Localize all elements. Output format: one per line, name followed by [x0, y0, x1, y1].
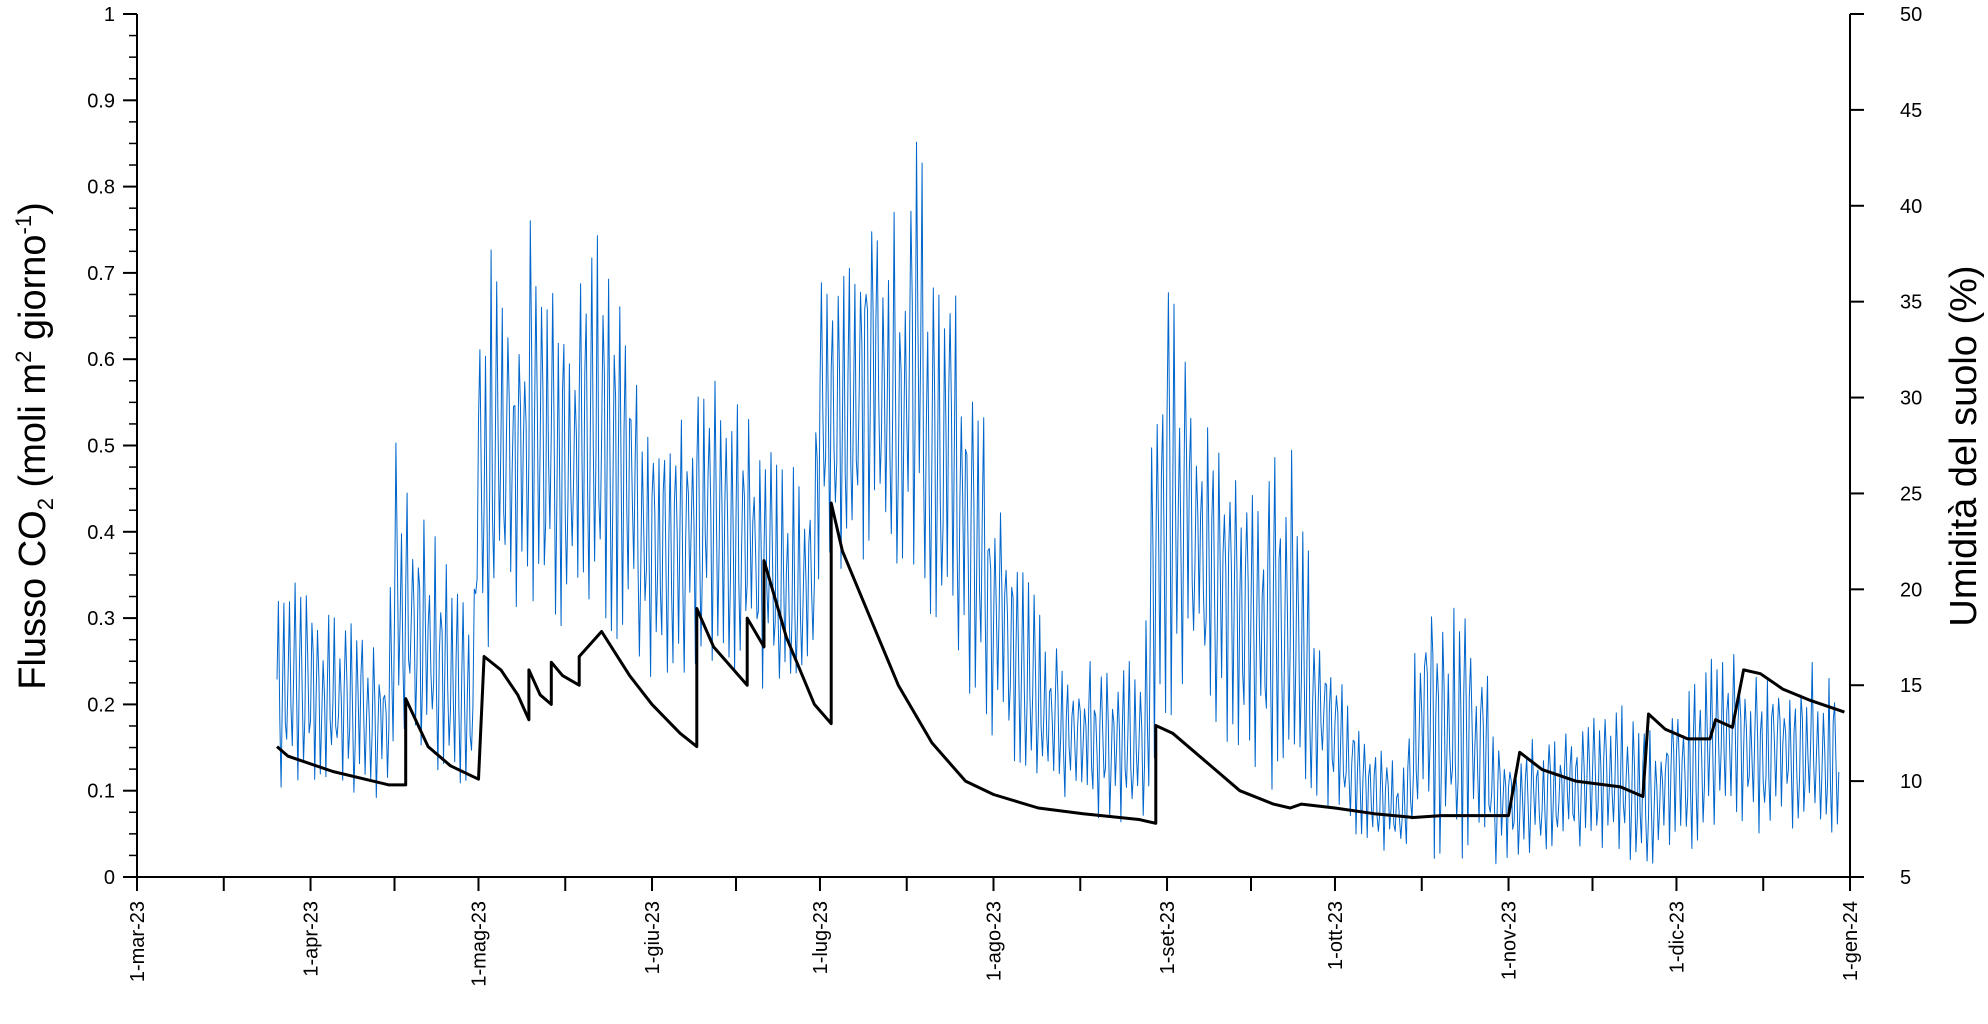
y-right-tick-label: 30	[1900, 388, 1922, 410]
y-left-tick-label: 0.5	[87, 436, 115, 458]
y-left-title-sup2: -1	[11, 215, 36, 235]
y-right-tick-label: 5	[1900, 867, 1911, 889]
y-left-tick-label: 0.6	[87, 349, 115, 371]
x-tick-label: 1-ago-23	[984, 901, 1006, 981]
y-right-tick-label: 50	[1900, 4, 1922, 26]
y-left-tick-label: 0.8	[87, 177, 115, 199]
x-tick-label: 1-nov-23	[1499, 901, 1521, 980]
y-left-tick-label: 0	[104, 867, 115, 889]
y-right-tick-label: 35	[1900, 292, 1922, 314]
y-left-tick-label: 0.4	[87, 522, 115, 544]
y-right-tick-label: 10	[1900, 771, 1922, 793]
y-left-title-main: Flusso CO	[12, 510, 54, 689]
y-right-tick-label: 15	[1900, 675, 1922, 697]
y-left-tick-label: 1	[104, 4, 115, 26]
y-left-tick-label: 0.1	[87, 781, 115, 803]
x-tick-label: 1-lug-23	[810, 901, 832, 974]
y-right-tick-label: 45	[1900, 100, 1922, 122]
x-tick-label: 1-mar-23	[127, 901, 149, 982]
y-left-tick-label: 0.3	[87, 608, 115, 630]
co2-flux-series-line	[276, 141, 1840, 865]
y-left-title-sub: 2	[33, 498, 58, 510]
y-left-title-sup1: 2	[11, 351, 36, 363]
y-left-title-mid: (moli m	[12, 363, 54, 498]
y-left-tick-label: 0.7	[87, 263, 115, 285]
y-right-tick-label: 20	[1900, 579, 1922, 601]
y-left-tick-label: 0.9	[87, 90, 115, 112]
x-tick-label: 1-giu-23	[642, 901, 664, 974]
y-right-tick-label: 25	[1900, 483, 1922, 505]
ticks-layer: 00.10.20.30.40.50.60.70.80.9151015202530…	[87, 4, 1922, 987]
y-axis-left-title: Flusso CO2 (moli m2 giorno-1)	[11, 202, 58, 690]
y-right-tick-label: 40	[1900, 196, 1922, 218]
x-tick-label: 1-mag-23	[468, 901, 490, 987]
y-left-title-mid2: giorno	[12, 234, 54, 350]
x-tick-label: 1-set-23	[1157, 901, 1179, 974]
y-axis-right-title: Umidità del suolo (%)	[1943, 265, 1985, 626]
soil-moisture-series-line	[276, 501, 1845, 825]
x-tick-label: 1-apr-23	[301, 901, 323, 977]
x-tick-label: 1-ott-23	[1325, 901, 1347, 970]
x-tick-label: 1-dic-23	[1666, 901, 1688, 973]
series-layer	[276, 141, 1845, 865]
y-left-tick-label: 0.2	[87, 694, 115, 716]
x-tick-label: 1-gen-24	[1840, 901, 1862, 981]
y-left-title-end: )	[12, 202, 54, 215]
